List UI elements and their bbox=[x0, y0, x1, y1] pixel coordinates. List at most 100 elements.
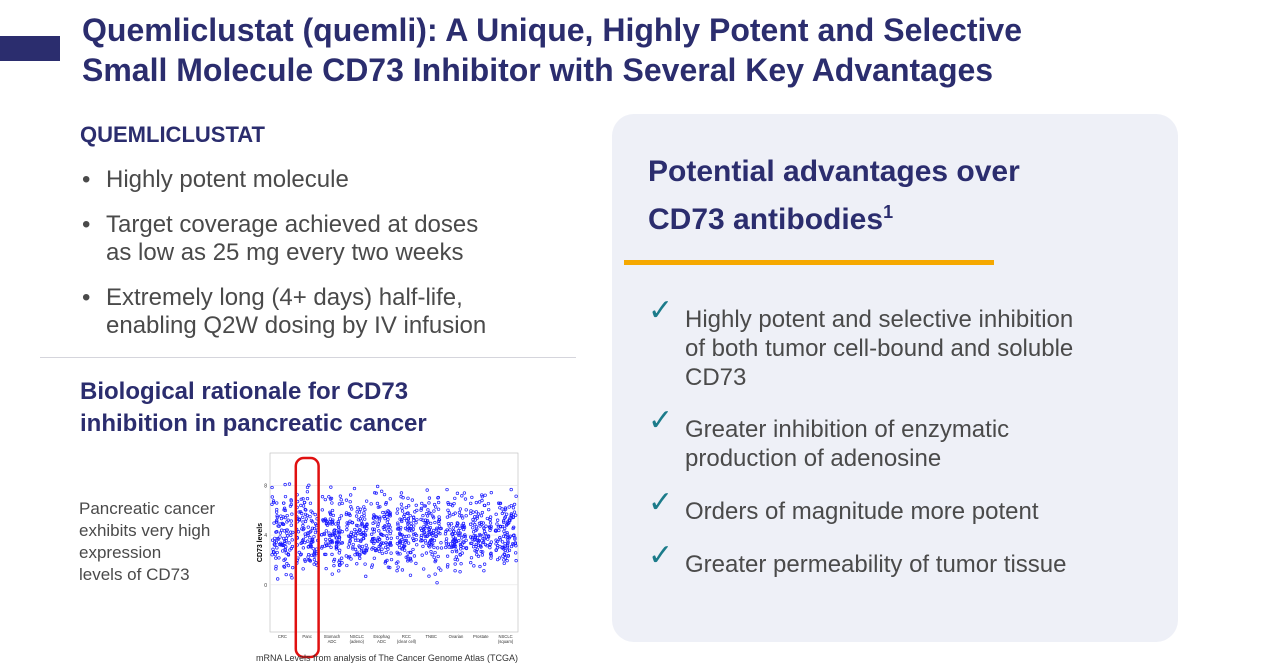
sample-dot bbox=[365, 522, 369, 526]
sample-dot bbox=[455, 491, 460, 495]
sample-dot bbox=[280, 542, 285, 547]
sample-dot bbox=[514, 544, 518, 548]
sample-dot bbox=[297, 517, 302, 521]
sample-dot bbox=[470, 541, 474, 545]
sample-dot bbox=[429, 543, 434, 547]
x-tick-label: TNBC bbox=[425, 634, 436, 639]
sample-dot bbox=[432, 509, 436, 513]
sample-dot bbox=[469, 561, 473, 565]
sample-dot bbox=[304, 508, 308, 512]
sample-dot bbox=[310, 553, 314, 557]
sample-dot bbox=[371, 527, 375, 531]
sample-dot bbox=[412, 524, 416, 528]
sample-dot bbox=[431, 514, 435, 518]
sample-dot bbox=[276, 577, 280, 581]
sample-dot bbox=[425, 524, 429, 528]
sample-dot bbox=[289, 530, 293, 534]
sample-dot bbox=[277, 556, 281, 560]
sample-dot bbox=[471, 530, 476, 534]
sample-dot bbox=[311, 546, 315, 551]
sample-dot bbox=[494, 538, 498, 542]
sample-dot bbox=[471, 510, 475, 514]
sample-dot bbox=[345, 524, 349, 528]
sample-dot bbox=[395, 541, 400, 546]
checkmark: ✓ bbox=[648, 294, 674, 327]
sample-dot bbox=[473, 549, 477, 553]
x-tick-label: (clear cell) bbox=[397, 639, 417, 644]
sample-dot bbox=[448, 514, 452, 518]
sample-dot bbox=[403, 538, 407, 543]
sample-dot bbox=[407, 504, 411, 508]
sample-dot bbox=[429, 549, 433, 554]
sample-dot bbox=[479, 514, 484, 518]
sample-dot bbox=[447, 511, 451, 515]
sample-dot bbox=[458, 542, 463, 547]
sample-dot bbox=[337, 517, 342, 521]
sample-dot bbox=[306, 531, 310, 536]
sample-dot bbox=[363, 551, 367, 555]
sample-dot bbox=[399, 491, 404, 495]
sample-dot bbox=[329, 485, 333, 489]
sample-dot bbox=[328, 497, 333, 501]
sample-dot bbox=[496, 518, 500, 522]
sample-dot bbox=[480, 553, 485, 557]
sample-dot bbox=[454, 555, 459, 559]
sample-dot bbox=[386, 517, 390, 522]
superscript: 1 bbox=[883, 202, 894, 222]
sample-dot bbox=[473, 522, 477, 527]
sample-dot bbox=[287, 541, 291, 545]
sample-dot bbox=[432, 555, 436, 559]
sample-dot bbox=[503, 531, 507, 535]
sample-dot bbox=[306, 525, 310, 529]
sample-dot bbox=[288, 504, 293, 508]
sample-dot bbox=[284, 545, 288, 549]
sample-dot bbox=[430, 552, 434, 557]
sample-dot bbox=[406, 496, 410, 500]
sample-dot bbox=[411, 547, 415, 552]
sample-dot bbox=[389, 536, 393, 540]
sample-dot bbox=[282, 539, 287, 544]
panel-title: Potential advantages over CD73 antibodies… bbox=[648, 152, 1020, 240]
sample-dot bbox=[383, 516, 387, 521]
sample-dot bbox=[332, 557, 337, 562]
sample-dot bbox=[297, 510, 301, 514]
sample-dot bbox=[498, 506, 502, 510]
sample-dot bbox=[415, 517, 419, 522]
sample-dot bbox=[471, 526, 475, 530]
sample-dot bbox=[320, 544, 324, 549]
sample-dot bbox=[388, 497, 392, 501]
sample-dot bbox=[290, 576, 294, 580]
sample-dot bbox=[373, 491, 377, 495]
sample-dot bbox=[423, 526, 427, 530]
sample-dot bbox=[282, 564, 286, 569]
sample-dot bbox=[339, 498, 343, 502]
sample-dot bbox=[453, 536, 457, 541]
sample-dot bbox=[396, 552, 400, 556]
sample-dot bbox=[274, 540, 278, 544]
sample-dot bbox=[349, 557, 353, 561]
sample-dot bbox=[329, 545, 333, 550]
sample-dot bbox=[488, 521, 493, 525]
sample-dot bbox=[283, 494, 288, 499]
sample-dot bbox=[411, 536, 415, 540]
sample-dot bbox=[334, 536, 338, 540]
sample-dot bbox=[271, 547, 275, 551]
sample-dot bbox=[283, 557, 287, 561]
sample-dot bbox=[345, 521, 349, 525]
sample-dot bbox=[308, 559, 312, 563]
sample-dot bbox=[423, 533, 427, 537]
sample-dot bbox=[298, 510, 303, 514]
sample-dot bbox=[420, 553, 424, 557]
bullet: Target coverage achieved at doses as low … bbox=[106, 211, 478, 267]
sample-dot bbox=[477, 539, 481, 543]
sample-dot bbox=[505, 549, 510, 553]
sample-dot bbox=[332, 564, 336, 568]
advantage: Greater permeability of tumor tissue bbox=[685, 550, 1066, 579]
sample-dot bbox=[389, 551, 393, 555]
sample-dot bbox=[424, 551, 429, 555]
title-line: CD73 antibodies1 bbox=[648, 202, 894, 236]
sample-dot bbox=[370, 565, 374, 569]
sample-dot bbox=[344, 512, 348, 517]
sample-dot bbox=[283, 482, 287, 487]
sample-dot bbox=[484, 524, 488, 528]
